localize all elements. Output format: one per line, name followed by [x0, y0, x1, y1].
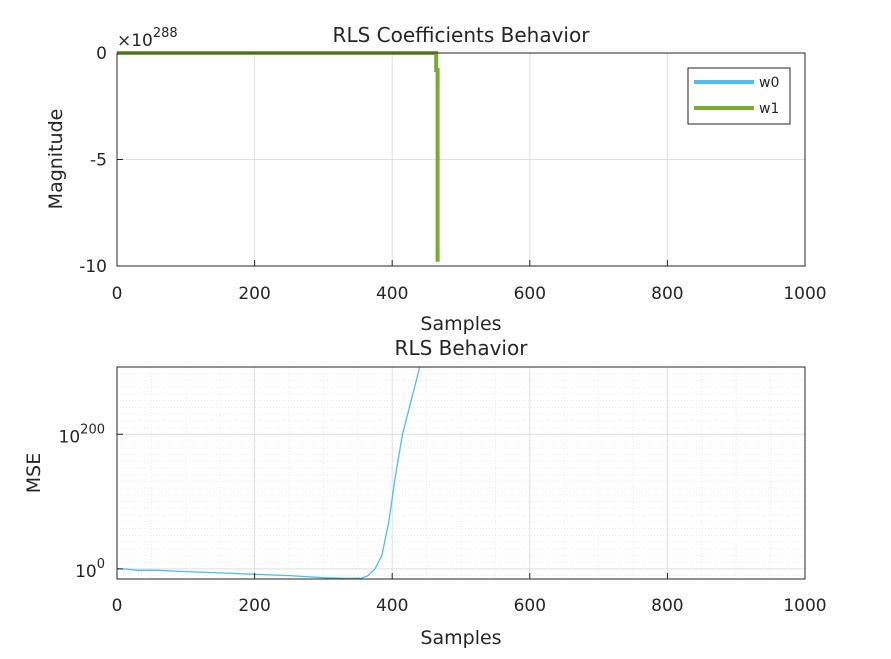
- mse-xtick-label-4: 800: [651, 596, 683, 616]
- coef-xtick-label-2: 400: [376, 284, 408, 304]
- mse-xtick-label-5: 1000: [783, 596, 826, 616]
- mse-axes: 0 200 400 600 800 1000 100 10200 RLS Behavior S…: [23, 336, 827, 649]
- coef-xtick-label-1: 200: [238, 284, 270, 304]
- coef-xtick-label-0: 0: [112, 284, 123, 304]
- mse-ylabel: MSE: [23, 453, 45, 493]
- series-w1-line: [117, 51, 440, 262]
- coefficients-ticks: 0 200 400 600 800 1000 0 -5 -10: [79, 44, 826, 304]
- coef-xtick-label-5: 1000: [783, 284, 826, 304]
- mse-xtick-label-3: 600: [514, 596, 546, 616]
- coefficients-title: RLS Coefficients Behavior: [333, 23, 591, 47]
- exponent-power: 288: [153, 26, 178, 41]
- mse-ytick-label-0: 100: [75, 557, 105, 582]
- coefficients-xlabel: Samples: [420, 313, 501, 335]
- coef-xtick-label-4: 800: [651, 284, 683, 304]
- coefficients-exponent: ×10288: [117, 26, 178, 51]
- mse-grid: [116, 366, 806, 579]
- coef-ytick-label-2: -10: [79, 257, 107, 277]
- legend: w0 w1: [687, 67, 791, 125]
- coef-xtick-label-3: 600: [514, 284, 546, 304]
- mse-xtick-label-2: 400: [376, 596, 408, 616]
- coefficients-axes: 0 200 400 600 800 1000 0 -5 -10 RLS Coefficients…: [45, 23, 827, 335]
- coef-ytick-label-1: -5: [90, 151, 107, 171]
- coefficients-lines: [117, 51, 440, 262]
- mse-title: RLS Behavior: [395, 336, 529, 360]
- legend-w1-label: w1: [759, 101, 779, 117]
- exponent-base: ×10: [117, 31, 153, 51]
- mse-axes-box: [116, 366, 806, 580]
- mse-xtick-label-1: 200: [238, 596, 270, 616]
- mse-line: [116, 366, 421, 579]
- legend-w0-label: w0: [759, 75, 779, 91]
- legend-box: [687, 67, 791, 125]
- mse-xlabel: Samples: [420, 627, 501, 649]
- mse-ytick-label-1: 10200: [59, 422, 105, 447]
- coefficients-ylabel: Magnitude: [45, 109, 67, 210]
- mse-ticks: 0 200 400 600 800 1000 100 10200: [59, 422, 827, 616]
- mse-lines: [116, 366, 421, 579]
- coef-ytick-label-0: 0: [96, 44, 107, 64]
- mse-xtick-label-0: 0: [112, 596, 123, 616]
